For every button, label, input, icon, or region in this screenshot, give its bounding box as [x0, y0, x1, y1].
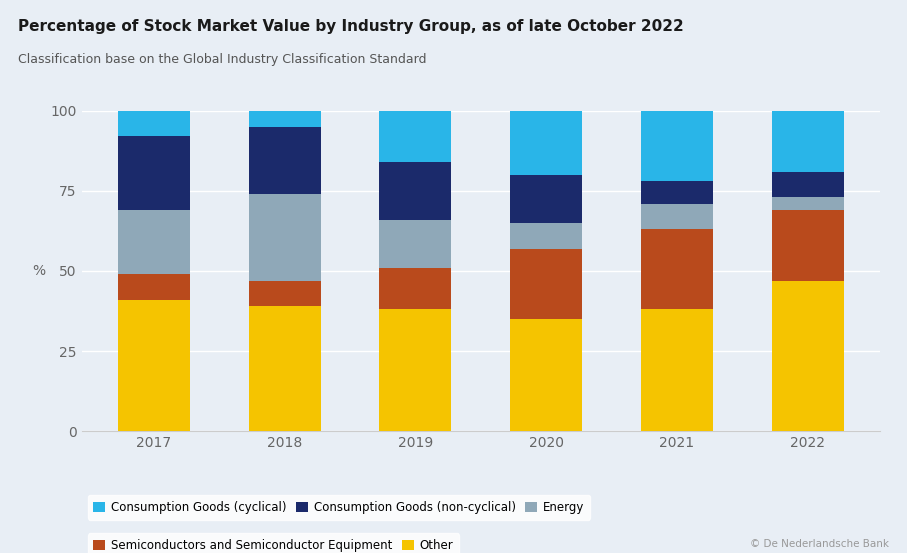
Bar — [118, 300, 190, 431]
Bar — [379, 111, 452, 162]
Bar — [379, 162, 452, 220]
Bar — [379, 310, 452, 431]
Bar — [118, 136, 190, 210]
Bar — [772, 171, 844, 197]
Bar — [641, 310, 713, 431]
Bar — [249, 127, 320, 194]
Bar — [379, 268, 452, 310]
Bar — [249, 111, 320, 127]
Bar — [772, 210, 844, 280]
Bar — [510, 319, 582, 431]
Text: © De Nederlandsche Bank: © De Nederlandsche Bank — [750, 540, 889, 550]
Bar — [510, 223, 582, 248]
Bar — [510, 248, 582, 319]
Bar — [641, 181, 713, 204]
Bar — [641, 204, 713, 229]
Bar — [249, 194, 320, 280]
Bar — [641, 111, 713, 181]
Bar — [118, 111, 190, 136]
Bar — [249, 306, 320, 431]
Y-axis label: %: % — [33, 264, 46, 278]
Legend: Semiconductors and Semiconductor Equipment, Other: Semiconductors and Semiconductor Equipme… — [88, 534, 459, 553]
Bar — [118, 210, 190, 274]
Bar — [772, 280, 844, 431]
Bar — [510, 175, 582, 223]
Bar — [510, 111, 582, 175]
Bar — [118, 274, 190, 300]
Text: Percentage of Stock Market Value by Industry Group, as of late October 2022: Percentage of Stock Market Value by Indu… — [18, 19, 684, 34]
Text: Classification base on the Global Industry Classification Standard: Classification base on the Global Indust… — [18, 53, 426, 66]
Bar — [641, 229, 713, 310]
Bar — [772, 111, 844, 171]
Bar — [772, 197, 844, 210]
Bar — [249, 280, 320, 306]
Bar — [379, 220, 452, 268]
